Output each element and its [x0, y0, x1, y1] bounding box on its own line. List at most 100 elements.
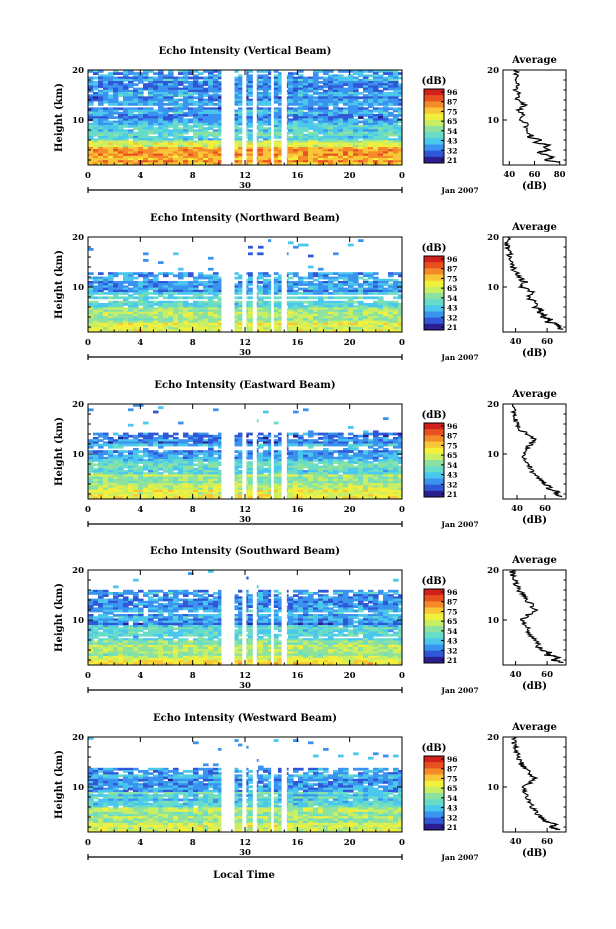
- colorbar-segment: [424, 101, 444, 108]
- colorbar-segment: [424, 786, 444, 794]
- data-gap-4: [271, 737, 274, 832]
- data-gap-5: [281, 70, 287, 165]
- colorbar-segment: [424, 613, 444, 621]
- x-tick-label: 20: [344, 671, 356, 681]
- profile-y-tick-label: 20: [487, 400, 499, 410]
- colorbar-frame: [423, 755, 445, 831]
- colorbar-unit: (dB): [422, 576, 447, 587]
- day-label: 30: [239, 681, 251, 691]
- colorbar-segment: [424, 132, 444, 139]
- panel-title: Echo Intensity (Vertical Beam): [159, 46, 332, 57]
- profile-frame: [502, 569, 567, 666]
- y-axis-label: Height (km): [54, 583, 65, 652]
- y-axis-label: Height (km): [54, 417, 65, 486]
- profile-line: [509, 569, 564, 664]
- colorbar-tick-label: 43: [447, 637, 457, 646]
- colorbar-tick-label: 21: [447, 656, 457, 665]
- colorbar-segment: [424, 466, 444, 473]
- colorbar-tick-label: 65: [447, 617, 457, 626]
- data-gap-5: [281, 237, 287, 332]
- panel-4: Echo Intensity (Southward Beam) 20 10 Heigh…: [54, 546, 567, 695]
- colorbar-tick-label: 96: [447, 88, 457, 97]
- colorbar-segment: [424, 89, 444, 96]
- x-tick-label: 8: [190, 171, 196, 181]
- colorbar-segment: [424, 256, 444, 263]
- data-gap-1: [221, 404, 235, 499]
- colorbar-tick-label: 32: [447, 813, 457, 822]
- colorbar-segment: [424, 768, 444, 775]
- x-tick-label: 20: [344, 338, 356, 348]
- profile-title: Average: [511, 722, 557, 733]
- colorbar-segment: [424, 793, 444, 800]
- profile-frame: [502, 403, 567, 500]
- profile-x-tick-label: 40: [510, 670, 522, 680]
- x-tick-label: 0: [399, 338, 405, 348]
- colorbar-segment: [424, 274, 444, 282]
- colorbar-segment: [424, 423, 444, 430]
- data-gap-1: [221, 570, 235, 665]
- colorbar-unit: (dB): [422, 243, 447, 254]
- profile-x-tick-label: 40: [503, 170, 515, 180]
- y-axis-label: Height (km): [54, 83, 65, 152]
- colorbar-tick-label: 21: [447, 323, 457, 332]
- heatmap: [88, 70, 402, 165]
- date-label: Jan 2007: [440, 520, 478, 529]
- profile-xlabel: (dB): [522, 848, 547, 859]
- colorbar-frame: [423, 422, 445, 498]
- profile-y-tick-label: 10: [487, 783, 499, 793]
- x-tick-label: 12: [239, 338, 251, 348]
- profile-title: Average: [511, 555, 557, 566]
- panel-5: Echo Intensity (Westward Beam) 20 10 Height…: [54, 713, 567, 862]
- colorbar-frame: [423, 588, 445, 664]
- colorbar-segment: [424, 774, 444, 782]
- data-gap-5: [281, 737, 287, 832]
- colorbar-frame: [423, 255, 445, 331]
- colorbar-segment: [424, 644, 444, 652]
- colorbar-tick-label: 87: [447, 432, 457, 441]
- x-tick-label: 16: [291, 338, 303, 348]
- colorbar-segment: [424, 311, 444, 319]
- colorbar-segment: [424, 656, 444, 664]
- y-tick-label: 20: [72, 400, 84, 410]
- colorbar-tick-label: 65: [447, 117, 457, 126]
- panel-title: Echo Intensity (Southward Beam): [150, 546, 340, 557]
- colorbar-tick-label: 32: [447, 146, 457, 155]
- colorbar-segment: [424, 268, 444, 275]
- colorbar-segment: [424, 811, 444, 819]
- colorbar-segment: [424, 299, 444, 306]
- y-tick-label: 10: [72, 450, 84, 460]
- profile-line: [509, 403, 563, 498]
- colorbar-segment: [424, 293, 444, 300]
- data-gap-4: [271, 404, 274, 499]
- colorbar-tick-label: 43: [447, 304, 457, 313]
- colorbar-tick-label: 87: [447, 765, 457, 774]
- data-gap-4: [271, 70, 274, 165]
- profile-y-tick-label: 20: [487, 66, 499, 76]
- colorbar-segment: [424, 595, 444, 602]
- x-tick-label: 0: [399, 838, 405, 848]
- x-tick-label: 16: [291, 505, 303, 515]
- x-tick-label: 20: [344, 838, 356, 848]
- colorbar-tick-label: 54: [447, 794, 457, 803]
- colorbar-unit: (dB): [422, 76, 447, 87]
- colorbar-segment: [424, 619, 444, 627]
- heatmap: [88, 404, 402, 499]
- colorbar-segment: [424, 650, 444, 658]
- colorbar-segment: [424, 490, 444, 498]
- x-tick-label: 4: [137, 171, 143, 181]
- y-tick-label: 10: [72, 616, 84, 626]
- colorbar-segment: [424, 150, 444, 158]
- colorbar-tick-label: 54: [447, 627, 457, 636]
- x-tick-label: 12: [239, 671, 251, 681]
- colorbar-tick-label: 75: [447, 441, 457, 450]
- profile-x-tick-label: 60: [539, 504, 551, 514]
- x-tick-label: 4: [137, 671, 143, 681]
- colorbar-segment: [424, 756, 444, 763]
- y-tick-label: 20: [72, 233, 84, 243]
- profile-title: Average: [511, 389, 557, 400]
- colorbar-tick-label: 21: [447, 490, 457, 499]
- x-tick-label: 8: [190, 338, 196, 348]
- data-gap-3: [252, 70, 257, 165]
- profile-y-tick-label: 20: [487, 733, 499, 743]
